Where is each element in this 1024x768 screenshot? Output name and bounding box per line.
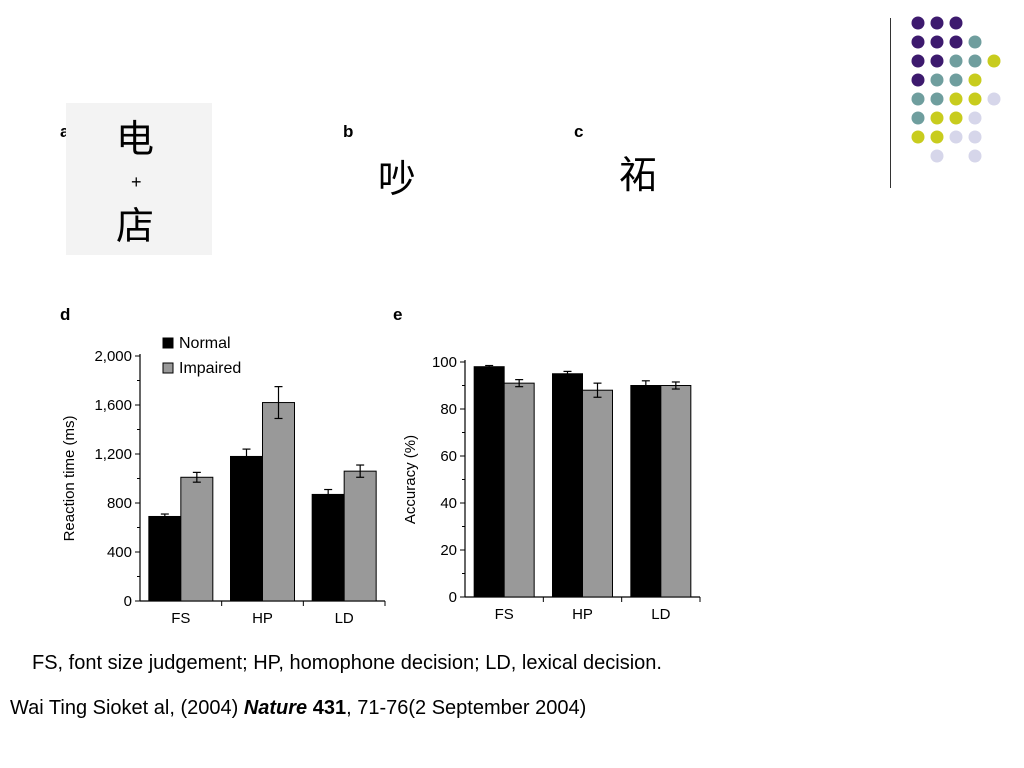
decorative-dot <box>949 35 963 49</box>
x-tick-label-fs: FS <box>495 606 514 623</box>
y-tick-label: 80 <box>440 401 457 418</box>
decorative-dot <box>949 73 963 87</box>
decorative-dot <box>949 54 963 68</box>
bar-fs-dark <box>473 366 505 598</box>
reaction-time-chart: 0 400 800 1,200 1,600 2,000 Reaction time (ms)… <box>61 335 386 627</box>
bar-fs-grey <box>180 476 214 602</box>
decorative-dot <box>911 92 925 106</box>
decorative-dot <box>930 35 944 49</box>
panel-b-character: 吵 <box>378 157 417 201</box>
bar-hp-dark <box>552 373 583 598</box>
decorative-dot <box>930 73 944 87</box>
decorative-dot <box>930 54 944 68</box>
decorative-dot <box>987 54 1001 68</box>
decorative-dot <box>930 130 944 144</box>
decorative-dot <box>930 92 944 106</box>
x-tick-label-ld: LD <box>651 606 670 623</box>
panel-a-bottom-character: 店 <box>116 204 155 248</box>
y-tick-label: 1,200 <box>94 446 132 463</box>
decorative-dot <box>968 54 982 68</box>
y-tick-label: 40 <box>440 495 457 512</box>
legend-label-normal: Normal <box>179 335 231 352</box>
decorative-dot <box>911 130 925 144</box>
decorative-dot <box>949 111 963 125</box>
y-axis-label: Accuracy (%) <box>402 435 419 524</box>
citation: Wai Ting Sioket al, (2004) Nature 431, 7… <box>10 697 586 720</box>
citation-suffix: , 71-76(2 September 2004) <box>346 697 587 719</box>
decorative-dot <box>968 92 982 106</box>
citation-volume: 431 <box>312 697 347 719</box>
legend-swatch-normal <box>162 337 174 349</box>
panel-c-character: 祏 <box>619 153 658 197</box>
bar-ld-grey <box>343 470 377 602</box>
bar-hp-grey <box>582 389 613 598</box>
bar-hp-grey <box>262 402 295 602</box>
y-tick-label: 1,600 <box>94 397 132 414</box>
decorative-dot <box>911 73 925 87</box>
decorative-dot <box>930 16 944 30</box>
panel-b-label: b <box>343 122 354 141</box>
citation-prefix: Wai Ting Sioket al, (2004) <box>10 697 244 719</box>
y-axis-label: Reaction time (ms) <box>61 416 78 542</box>
bar-ld-dark <box>311 493 345 602</box>
panel-e-label: e <box>393 305 403 324</box>
y-tick-label: 100 <box>432 354 457 371</box>
decorative-divider <box>890 18 891 188</box>
x-tick-label-hp: HP <box>252 610 273 627</box>
decorative-dot <box>949 16 963 30</box>
y-tick-label: 60 <box>440 448 457 465</box>
bar-fs-grey <box>503 382 535 598</box>
decorative-dot <box>911 35 925 49</box>
accuracy-chart: 0 20 40 60 80 100 Accuracy (%) FS HP LD <box>402 354 701 623</box>
y-tick-label: 400 <box>107 544 132 561</box>
abbreviation-caption: FS, font size judgement; HP, homophone d… <box>32 652 662 674</box>
bar-hp-dark <box>230 455 263 602</box>
decorative-dot <box>911 111 925 125</box>
decorative-dot <box>968 130 982 144</box>
y-tick-label: 2,000 <box>94 348 132 365</box>
panel-d-label: d <box>60 305 71 324</box>
decorative-dot <box>911 16 925 30</box>
y-tick-label: 0 <box>449 589 457 606</box>
citation-journal: Nature <box>243 697 308 719</box>
x-tick-label-fs: FS <box>171 610 190 627</box>
decorative-dot <box>968 73 982 87</box>
decorative-dot <box>968 149 982 163</box>
x-tick-label-hp: HP <box>572 606 593 623</box>
panel-a-top-character: 电 <box>116 117 155 161</box>
decorative-dot-grid <box>911 16 1001 163</box>
decorative-dot <box>949 92 963 106</box>
legend-label-impaired: Impaired <box>179 360 241 377</box>
y-tick-label: 800 <box>107 495 132 512</box>
bar-ld-dark <box>630 385 662 598</box>
decorative-dot <box>949 130 963 144</box>
y-tick-label: 0 <box>124 593 132 610</box>
bar-fs-dark <box>148 515 182 602</box>
decorative-dot <box>968 111 982 125</box>
decorative-dot <box>930 111 944 125</box>
legend-swatch-impaired <box>162 362 174 374</box>
y-tick-label: 20 <box>440 542 457 559</box>
panel-a-label: a <box>60 122 70 141</box>
decorative-dot <box>911 54 925 68</box>
decorative-dot <box>987 92 1001 106</box>
x-tick-label-ld: LD <box>335 610 354 627</box>
panel-a-plus-sign: + <box>131 172 142 192</box>
panel-a-figure <box>66 103 212 255</box>
panel-c-label: c <box>574 122 584 141</box>
decorative-dot <box>968 35 982 49</box>
decorative-dot <box>930 149 944 163</box>
bar-ld-grey <box>660 385 692 598</box>
